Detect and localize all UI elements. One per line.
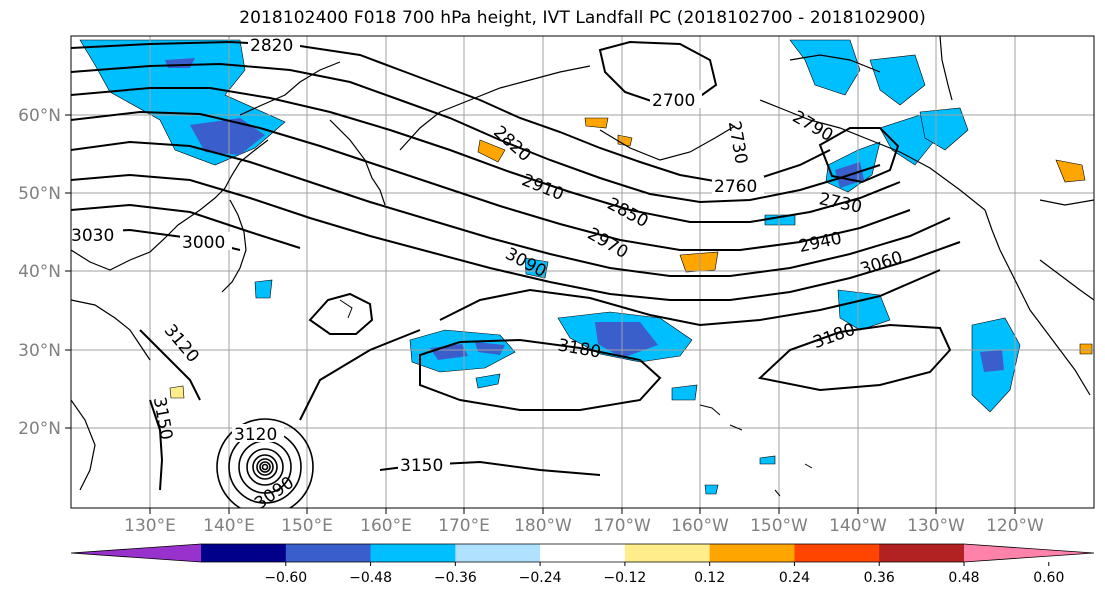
height-contours — [71, 40, 961, 491]
contour-label: 2700 — [652, 91, 695, 111]
latitude-labels: 60°N 50°N 40°N 30°N 20°N — [18, 106, 61, 439]
lon-label: 170°W — [593, 516, 651, 536]
lon-label: 160°W — [671, 516, 729, 536]
colorbar-tick-label: −0.24 — [519, 570, 562, 586]
contour-label: 2820 — [250, 36, 293, 56]
lat-label: 20°N — [18, 419, 61, 439]
colorbar-tick-label: 0.36 — [864, 570, 895, 586]
lat-label: 60°N — [18, 106, 61, 126]
colorbar-tick-label: −0.36 — [434, 570, 477, 586]
lon-label: 120°W — [986, 516, 1044, 536]
lon-label: 140°E — [203, 516, 255, 536]
map-title: 2018102400 F018 700 hPa height, IVT Land… — [239, 8, 926, 28]
colorbar-segment — [540, 544, 626, 562]
lon-label: 140°W — [829, 516, 887, 536]
colorbar-extend-max — [964, 544, 1094, 562]
colorbar-tick-label: 0.24 — [779, 570, 810, 586]
colorbar-segment — [370, 544, 456, 562]
colorbar-segment — [794, 544, 880, 562]
frame-ticks — [65, 114, 1016, 514]
colorbar-segment — [455, 544, 541, 562]
map-panel: 2820 2700 2730 2790 2820 2910 2850 2760 … — [71, 36, 1094, 508]
longitude-labels: 130°E 140°E 150°E 160°E 170°E 180°W 170°… — [124, 516, 1044, 536]
colorbar-tick-label: 0.60 — [1033, 570, 1064, 586]
colorbar-extend-min — [71, 544, 201, 562]
lon-label: 150°W — [750, 516, 808, 536]
colorbar-segment — [624, 544, 711, 562]
contour-label: 3150 — [400, 456, 443, 476]
colorbar-tick-label: −0.60 — [264, 570, 307, 586]
lat-label: 50°N — [18, 184, 61, 204]
colorbar-segment — [709, 544, 795, 562]
colorbar-tick-label: −0.48 — [349, 570, 392, 586]
lon-label: 160°E — [360, 516, 412, 536]
contour-label: 3120 — [234, 425, 277, 445]
lon-label: 170°E — [438, 516, 490, 536]
colorbar-segment — [285, 544, 372, 562]
contour-label: 3030 — [71, 226, 114, 246]
colorbar-segment — [201, 544, 287, 562]
colorbar: −0.60 −0.48 −0.36 −0.24 −0.12 0.12 0.24 0.36 0.4… — [70, 543, 1095, 586]
lat-label: 40°N — [18, 262, 61, 282]
lon-label: 130°W — [907, 516, 965, 536]
islands — [339, 299, 813, 497]
contour-label: 2760 — [714, 177, 757, 197]
lon-label: 150°E — [281, 516, 333, 536]
colorbar-tick-label: 0.12 — [694, 570, 725, 586]
colorbar-tick-label: 0.48 — [948, 570, 979, 586]
contour-label: 3000 — [182, 233, 225, 253]
coastlines — [71, 36, 1094, 491]
lon-label: 130°E — [124, 516, 176, 536]
lat-label: 30°N — [18, 341, 61, 361]
colorbar-outline — [70, 543, 1095, 563]
colorbar-segment — [879, 544, 965, 562]
lon-label: 180°W — [514, 516, 572, 536]
map-frame — [70, 35, 1095, 509]
colorbar-tick-label: −0.12 — [603, 570, 646, 586]
